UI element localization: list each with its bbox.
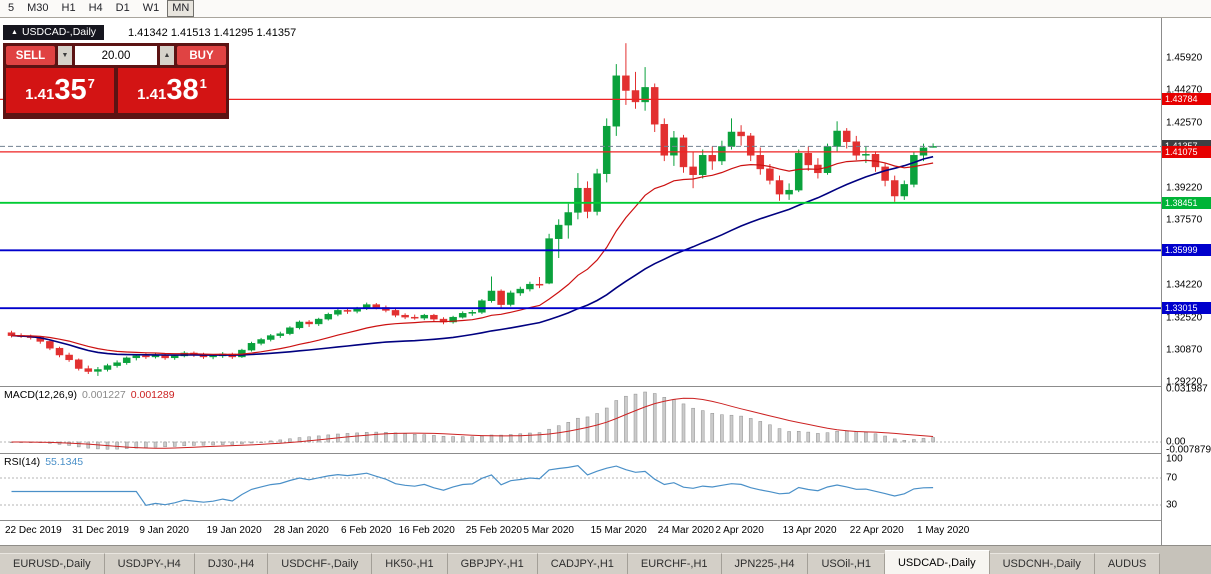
- date-label: 25 Feb 2020: [465, 525, 522, 536]
- timeframe-button-W1[interactable]: W1: [142, 2, 160, 14]
- buy-price-prefix: 1.41: [137, 86, 167, 103]
- price-tick: 1.42570: [1166, 117, 1203, 129]
- volume-increase-button[interactable]: ▲: [160, 46, 174, 65]
- macd-signal-value: 0.001289: [130, 389, 175, 401]
- date-label: 13 Apr 2020: [782, 525, 837, 536]
- pane-separator-main-macd[interactable]: [0, 386, 1211, 387]
- macd-axis-label: 0.031987: [1166, 383, 1208, 395]
- macd-main-value: 0.001227: [81, 389, 126, 401]
- chart-tab-eurusd-daily[interactable]: EURUSD-,Daily: [0, 553, 105, 574]
- price-tick: 1.44270: [1166, 84, 1203, 96]
- price-tick: 1.34220: [1166, 279, 1203, 291]
- macd-title: MACD(12,26,9): [4, 389, 77, 401]
- sell-price-prefix: 1.41: [25, 86, 55, 103]
- date-label: 6 Feb 2020: [341, 525, 392, 536]
- date-label: 24 Mar 2020: [657, 525, 714, 536]
- date-label: 2 Apr 2020: [715, 525, 764, 536]
- price-tick: 1.32520: [1166, 312, 1203, 324]
- date-axis: 22 Dec 2019 31 Dec 2019 9 Jan 2020 19 Jan 2…: [0, 521, 1161, 545]
- buy-price-display[interactable]: 1.41 38 1: [118, 68, 226, 113]
- rsi-axis-label-30: 30: [1166, 499, 1178, 511]
- timeframe-button-M30[interactable]: M30: [27, 2, 49, 14]
- date-label: 19 Jan 2020: [206, 525, 262, 536]
- rsi-value: 55.1345: [45, 456, 84, 468]
- symbol-header-chip[interactable]: ▲ USDCAD-,Daily: [3, 25, 105, 40]
- chart-tab-usdchf-daily[interactable]: USDCHF-,Daily: [268, 553, 373, 574]
- date-label: 22 Dec 2019: [5, 525, 62, 536]
- sell-price-big: 35: [54, 74, 87, 106]
- date-label: 5 Mar 2020: [523, 525, 574, 536]
- symbol-marker-icon: ▲: [11, 29, 18, 36]
- trade-prices-row: 1.41 35 7 1.41 38 1: [6, 68, 226, 113]
- date-label: 9 Jan 2020: [139, 525, 189, 536]
- chart-tab-usdcad-daily[interactable]: USDCAD-,Daily: [884, 550, 990, 574]
- rsi-title: RSI(14): [4, 456, 41, 468]
- timeframe-toolbar: 5 M30 H1 H4 D1 W1 MN: [0, 0, 1211, 18]
- timeframe-button-H4[interactable]: H4: [88, 2, 103, 14]
- chart-tab-usoil-h1[interactable]: USOil-,H1: [808, 553, 885, 574]
- price-badge-1.43784: 1.43784: [1162, 93, 1211, 106]
- rsi-label: RSI(14) 55.1345: [4, 456, 83, 468]
- price-badge-1.38451: 1.38451: [1162, 196, 1211, 209]
- sell-price-pip: 7: [87, 76, 95, 91]
- timeframe-button-MN[interactable]: MN: [167, 0, 195, 17]
- timeframe-button-5[interactable]: 5: [8, 2, 15, 14]
- volume-input[interactable]: [75, 46, 157, 65]
- tab-strip-filler: [1160, 554, 1211, 574]
- sell-button[interactable]: SELL: [6, 46, 55, 65]
- price-badge-1.41075: 1.41075: [1162, 145, 1211, 158]
- chart-tab-hk50-h1[interactable]: HK50-,H1: [372, 553, 448, 574]
- pane-separator-rsi-dates: [0, 520, 1211, 521]
- chart-tab-bar: EURUSD-,Daily USDJPY-,H4 DJ30-,H4 USDCHF-,D…: [0, 545, 1211, 574]
- chart-tab-usdcnh-daily[interactable]: USDCNH-,Daily: [989, 553, 1095, 574]
- chart-canvas[interactable]: [0, 0, 1161, 545]
- price-badge-1.33015: 1.33015: [1162, 302, 1211, 315]
- date-label: 15 Mar 2020: [590, 525, 647, 536]
- date-label: 16 Feb 2020: [398, 525, 455, 536]
- symbol-name: USDCAD-,Daily: [21, 26, 97, 38]
- price-badge-1.35999: 1.35999: [1162, 244, 1211, 257]
- price-tick: 1.29220: [1166, 376, 1203, 388]
- chart-tab-audus[interactable]: AUDUS: [1094, 553, 1161, 574]
- price-tick: 1.45920: [1166, 52, 1203, 64]
- rsi-axis-label-70: 70: [1166, 472, 1178, 484]
- price-tick: 1.37570: [1166, 214, 1203, 226]
- chart-tab-usdjpy-h4[interactable]: USDJPY-,H4: [104, 553, 195, 574]
- rsi-axis-label-100: 100: [1166, 453, 1183, 465]
- sell-price-display[interactable]: 1.41 35 7: [6, 68, 114, 113]
- volume-decrease-button[interactable]: ▼: [58, 46, 72, 65]
- price-axis-separator: [1161, 18, 1162, 545]
- buy-price-pip: 1: [199, 76, 207, 91]
- chart-tab-gbpjpy-h1[interactable]: GBPJPY-,H1: [447, 553, 538, 574]
- date-label: 31 Dec 2019: [72, 525, 129, 536]
- chart-tab-dj30-h4[interactable]: DJ30-,H4: [194, 553, 269, 574]
- chart-tab-cadjpy-h1[interactable]: CADJPY-,H1: [537, 553, 628, 574]
- chart-tab-eurchf-h1[interactable]: EURCHF-,H1: [627, 553, 722, 574]
- buy-price-big: 38: [166, 74, 199, 106]
- buy-button[interactable]: BUY: [177, 46, 226, 65]
- macd-axis-label: -0.007879: [1166, 444, 1211, 456]
- price-tick: 1.39220: [1166, 182, 1203, 194]
- ohlc-readout: 1.41342 1.41513 1.41295 1.41357: [128, 27, 297, 39]
- chart-tab-jpn225-h4[interactable]: JPN225-,H4: [721, 553, 809, 574]
- price-axis[interactable]: 1.459201.442701.425701.409201.392201.375…: [1162, 18, 1211, 545]
- price-tick: 1.30870: [1166, 344, 1203, 356]
- date-label: 22 Apr 2020: [849, 525, 904, 536]
- macd-axis-label: 0.00: [1166, 436, 1186, 448]
- timeframe-button-H1[interactable]: H1: [61, 2, 76, 14]
- timeframe-button-D1[interactable]: D1: [115, 2, 130, 14]
- trade-controls-row: SELL ▼ ▲ BUY: [6, 46, 226, 65]
- pane-separator-macd-rsi[interactable]: [0, 453, 1211, 454]
- date-label: 1 May 2020: [917, 525, 970, 536]
- date-label: 28 Jan 2020: [273, 525, 329, 536]
- macd-label: MACD(12,26,9) 0.001227 0.001289: [4, 389, 175, 401]
